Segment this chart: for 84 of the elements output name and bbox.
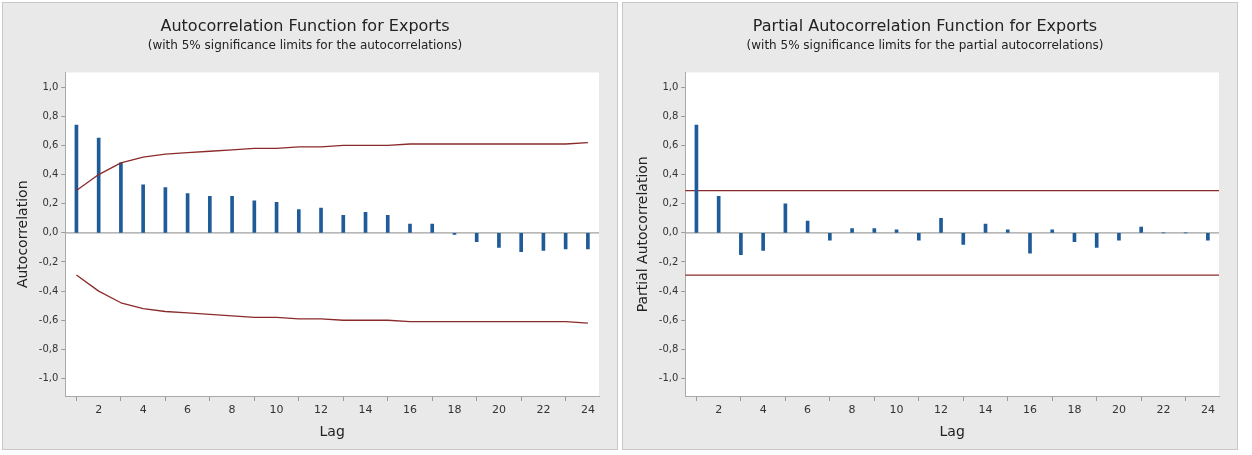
bar [1050, 229, 1055, 233]
x-tick-label: 2 [715, 403, 723, 417]
y-tick-label: 1,0 [662, 80, 679, 92]
y-tick-label: -0,4 [658, 284, 679, 296]
bar [252, 200, 257, 233]
bar [119, 162, 123, 233]
bar [430, 223, 435, 233]
y-tick-label: 0,6 [42, 139, 59, 151]
y-axis-title: Partial Autocorrelation [634, 156, 651, 313]
y-tick-label: -0,6 [38, 313, 59, 325]
x-tick-label: 16 [1022, 403, 1037, 417]
x-tick-label: 22 [536, 403, 551, 417]
bar [961, 233, 966, 245]
y-tick-label: -0,6 [658, 313, 679, 325]
x-tick-label: 20 [1111, 403, 1126, 417]
y-tick-label: -0,8 [38, 342, 59, 354]
bar [296, 209, 301, 233]
x-tick-label: 24 [1200, 403, 1215, 417]
chart-subtitle: (with 5% significance limits for the partial autocorrelations) [746, 37, 1104, 52]
x-tick-label: 10 [269, 403, 284, 417]
bar [208, 196, 212, 233]
y-tick-label: 0,4 [42, 168, 59, 180]
bar [230, 196, 234, 233]
bar [739, 233, 743, 256]
x-tick-label: 10 [889, 403, 904, 417]
bar [761, 233, 765, 251]
bar [1005, 229, 1010, 233]
y-tick-label: -0,2 [38, 255, 59, 267]
y-tick-label: -1,0 [38, 372, 59, 384]
bar [1094, 233, 1099, 248]
y-tick-label: 0,6 [662, 139, 679, 151]
x-tick-label: 8 [228, 403, 236, 417]
x-tick-label: 2 [95, 403, 103, 417]
bar [408, 223, 412, 233]
bar [1139, 226, 1143, 233]
x-tick-label: 16 [402, 403, 417, 417]
y-tick-label: 0,2 [42, 197, 59, 209]
bar [341, 215, 346, 233]
bar [1028, 233, 1032, 254]
x-tick-label: 20 [491, 403, 506, 417]
y-tick-label: -0,2 [658, 255, 679, 267]
chart-title: Partial Autocorrelation Function for Exports [752, 15, 1098, 35]
x-tick-label: 14 [358, 403, 373, 417]
y-tick-label: 0,0 [662, 226, 679, 238]
x-tick-label: 24 [580, 403, 595, 417]
bar [916, 233, 921, 241]
x-axis-title: Lag [939, 423, 965, 440]
x-axis-title: Lag [319, 423, 345, 440]
bar [1117, 233, 1121, 241]
bar [497, 233, 501, 248]
bar [828, 233, 832, 241]
y-tick-label: -1,0 [658, 372, 679, 384]
x-tick-label: 12 [314, 403, 329, 417]
y-axis-title: Autocorrelation [14, 180, 31, 289]
y-tick-label: 0,8 [662, 109, 679, 121]
bar [385, 215, 390, 233]
bar [939, 217, 943, 233]
chart-title: Autocorrelation Function for Exports [160, 15, 450, 35]
x-tick-label: 4 [139, 403, 147, 417]
y-tick-label: 0,0 [42, 226, 59, 238]
y-tick-label: 0,4 [662, 168, 679, 180]
x-tick-label: 18 [1067, 403, 1082, 417]
x-tick-label: 6 [184, 403, 192, 417]
x-tick-label: 14 [978, 403, 993, 417]
y-tick-label: -0,4 [38, 284, 59, 296]
y-tick-label: 1,0 [42, 80, 59, 92]
x-tick-label: 12 [934, 403, 949, 417]
y-tick-label: -0,8 [658, 342, 679, 354]
bar [850, 228, 854, 233]
bar [872, 228, 877, 233]
x-tick-label: 22 [1156, 403, 1171, 417]
bar [474, 233, 479, 242]
x-tick-label: 8 [848, 403, 856, 417]
x-tick-label: 4 [759, 403, 767, 417]
bar [586, 233, 590, 250]
y-tick-label: 0,8 [42, 109, 59, 121]
bar [519, 233, 523, 253]
chart-subtitle: (with 5% significance limits for the autocorrelations) [147, 37, 463, 52]
x-tick-label: 18 [447, 403, 462, 417]
y-tick-label: 0,2 [662, 197, 679, 209]
bar [1206, 233, 1210, 241]
x-tick-label: 6 [804, 403, 812, 417]
bar [319, 207, 323, 233]
bar [141, 184, 145, 233]
